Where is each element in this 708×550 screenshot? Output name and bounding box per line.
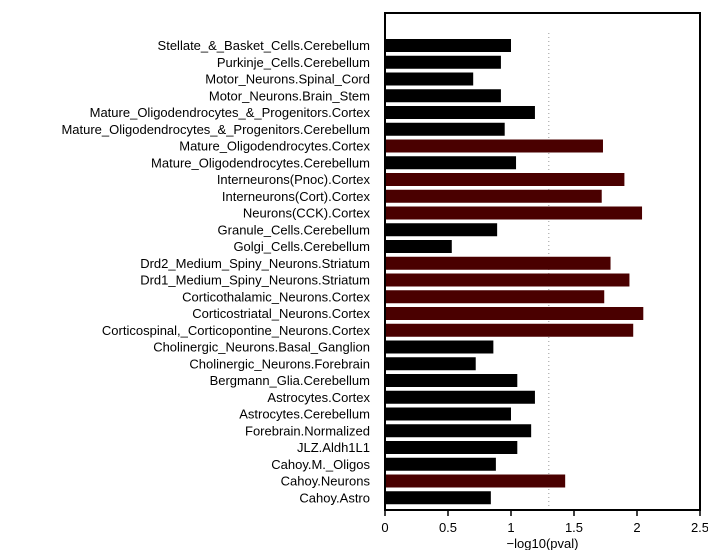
bar [386,441,518,454]
x-tick-label: 0.5 [439,520,457,535]
bar [386,156,517,170]
category-label: Cahoy.M._Oligos [271,457,370,472]
bar [386,106,535,119]
category-label: Interneurons(Cort).Cortex [222,189,371,204]
category-label: Astrocytes.Cortex [267,390,370,405]
category-label: Cahoy.Neurons [281,474,371,489]
category-label: Granule_Cells.Cerebellum [218,222,370,237]
x-tick-label: 2 [633,520,640,535]
category-label: Neurons(CCK).Cortex [243,206,371,221]
bar [386,457,496,471]
category-label: Bergmann_Glia.Cerebellum [210,373,370,388]
category-label: Corticothalamic_Neurons.Cortex [182,289,370,304]
category-label: Drd2_Medium_Spiny_Neurons.Striatum [140,256,370,271]
category-label: Cholinergic_Neurons.Basal_Ganglion [153,340,370,355]
category-label: Corticostriatal_Neurons.Cortex [192,306,370,321]
category-label: Astrocytes.Cerebellum [239,407,370,422]
bar [386,407,511,421]
bar [386,122,505,136]
x-axis: 0 0.5 1 1.5 2 2.5 [381,509,708,535]
category-label: Cholinergic_Neurons.Forebrain [189,356,370,371]
category-labels: Stellate_&_Basket_Cells.Cerebellum Purkin… [61,38,370,505]
x-tick-label: 2.5 [691,520,708,535]
category-label: Cahoy.Astro [299,490,370,505]
bar [386,374,518,387]
bar [386,240,452,253]
category-label: Motor_Neurons.Spinal_Cord [205,72,370,87]
bar [386,474,566,488]
category-label: Motor_Neurons.Brain_Stem [209,88,370,103]
bar [386,340,494,354]
bar [386,39,511,52]
category-label: JLZ.Aldh1L1 [297,440,370,455]
category-label: Purkinje_Cells.Cerebellum [217,55,370,70]
bars [386,39,644,505]
bar [386,323,634,337]
bar [386,223,498,237]
bar [386,89,501,103]
bar [386,307,644,320]
bar [386,256,611,270]
bar [386,357,476,371]
bar [386,72,474,86]
bar [386,139,603,153]
bar [386,173,625,186]
bar [386,189,602,203]
x-tick-label: 0 [381,520,388,535]
bar [386,273,630,287]
bar [386,55,501,69]
category-label: Mature_Oligodendrocytes.Cerebellum [151,155,370,170]
x-tick-label: 1 [507,520,514,535]
category-label: Golgi_Cells.Cerebellum [233,239,370,254]
category-label: Interneurons(Pnoc).Cortex [217,172,371,187]
bar [386,424,532,438]
category-label: Drd1_Medium_Spiny_Neurons.Striatum [140,273,370,288]
x-tick-label: 1.5 [565,520,583,535]
category-label: Forebrain.Normalized [245,423,370,438]
category-label: Stellate_&_Basket_Cells.Cerebellum [158,38,370,53]
bar [386,290,605,304]
category-label: Corticospinal,_Corticopontine_Neurons.Co… [102,323,371,338]
category-label: Mature_Oligodendrocytes.Cortex [179,139,370,154]
x-axis-title: −log10(pval) [507,536,579,550]
category-label: Mature_Oligodendrocytes_&_Progenitors.Ce… [61,122,370,137]
bar [386,390,535,404]
bar [386,491,491,505]
category-label: Mature_Oligodendrocytes_&_Progenitors.Co… [90,105,371,120]
bar [386,206,643,220]
